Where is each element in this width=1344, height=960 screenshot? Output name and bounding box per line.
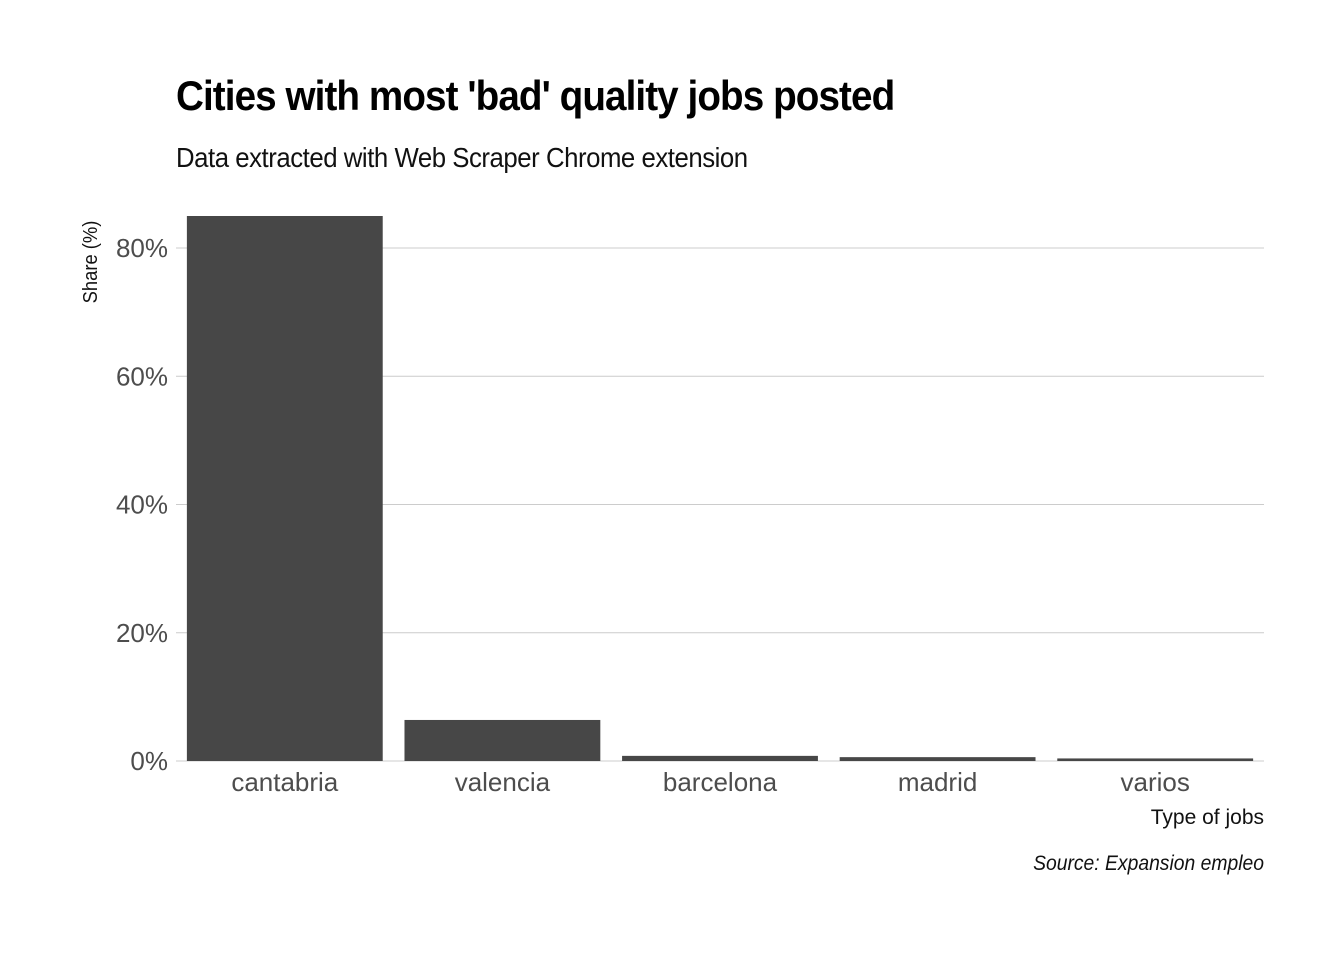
x-tick-label: valencia [455,767,551,797]
chart-title: Cities with most 'bad' quality jobs post… [176,72,895,119]
y-tick-label: 80% [116,233,168,263]
x-tick-label: barcelona [663,767,778,797]
y-tick-label: 60% [116,361,168,391]
y-axis-ticks: 0% 20% 40% 60% 80% [116,233,168,776]
y-tick-label: 0% [130,746,168,776]
bar-barcelona [622,755,818,761]
x-tick-label: madrid [898,767,977,797]
y-tick-label: 20% [116,618,168,648]
chart-subtitle: Data extracted with Web Scraper Chrome e… [176,142,748,173]
x-axis-title: Type of jobs [1151,806,1264,829]
x-tick-label: varios [1121,767,1190,797]
bar-madrid [839,757,1036,761]
y-tick-label: 40% [116,490,168,520]
bar-varios [1057,758,1254,761]
x-axis-ticks: cantabria valencia barcelona madrid varios [231,767,1190,797]
bar-valencia [404,719,601,761]
bar-cantabria [186,216,383,761]
y-axis-title: Share (%) [80,221,102,304]
source-caption: Source: Expansion empleo [1033,852,1264,875]
x-tick-label: cantabria [231,767,338,797]
bars [186,216,1254,761]
